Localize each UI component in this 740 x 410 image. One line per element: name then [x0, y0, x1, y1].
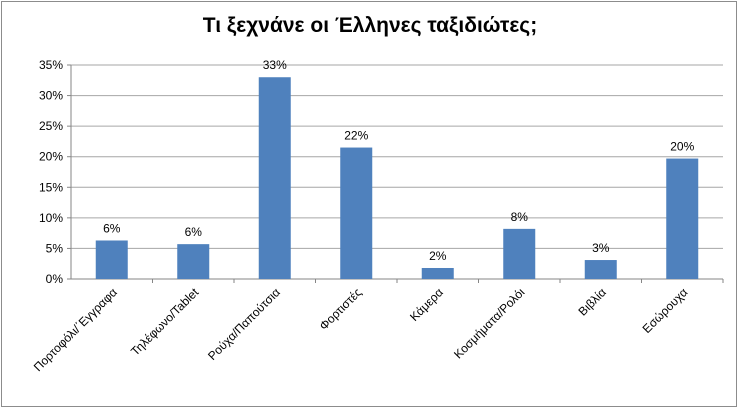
bar — [95, 240, 128, 279]
category-label: Πορτοφόλι/΄Εγγραφα — [31, 285, 120, 374]
bar — [666, 158, 699, 279]
category-label: Εσώρουχα — [640, 285, 691, 336]
y-tick-label: 10% — [39, 211, 63, 225]
data-label: 20% — [670, 140, 694, 154]
category-label: Τηλέφωνο/Tablet — [128, 285, 202, 359]
bar — [258, 77, 291, 279]
y-tick-label: 25% — [39, 119, 63, 133]
data-label: 33% — [263, 58, 287, 72]
category-label: Βιβλία — [576, 285, 609, 318]
category-label: Κάμερα — [407, 285, 446, 324]
y-tick-label: 20% — [39, 150, 63, 164]
data-label: 6% — [185, 225, 203, 239]
bar — [340, 147, 373, 279]
bar — [584, 260, 617, 279]
y-tick-label: 0% — [46, 272, 64, 286]
category-label: Κοσμήματα/Ρολόι — [451, 285, 527, 361]
data-label: 22% — [344, 129, 368, 143]
data-label: 8% — [511, 210, 529, 224]
data-label: 3% — [592, 241, 610, 255]
bar — [177, 244, 210, 279]
data-label: 2% — [429, 249, 447, 263]
y-tick-label: 5% — [46, 241, 64, 255]
bar — [503, 228, 536, 279]
y-tick-label: 15% — [39, 180, 63, 194]
y-tick-label: 35% — [39, 58, 63, 72]
chart-title: Τι ξεχνάνε οι Έλληνες ταξιδιώτες; — [202, 14, 538, 37]
category-label: Φορτιστές — [317, 285, 365, 333]
bar — [421, 267, 454, 279]
y-tick-label: 30% — [39, 89, 63, 103]
category-label: Ρούχα/Παπούτσια — [205, 285, 283, 363]
data-label: 6% — [103, 221, 121, 235]
